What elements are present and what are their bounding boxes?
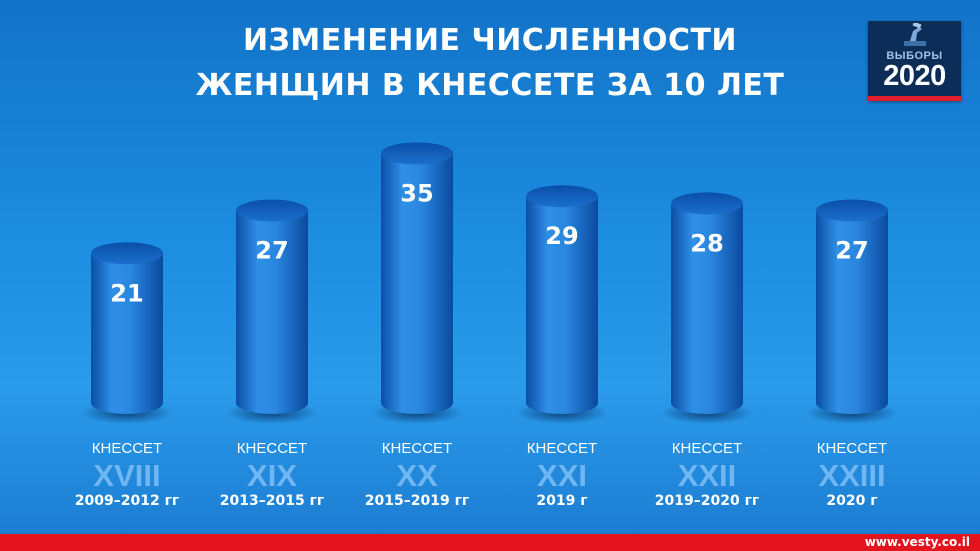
- knesset-number: XXI: [537, 458, 587, 493]
- knesset-years: 2009–2012 гг: [74, 493, 180, 509]
- bar-body: [526, 196, 598, 403]
- knesset-number: XX: [396, 458, 438, 493]
- data-label: 35: [400, 179, 433, 207]
- bar-bottom: [236, 392, 308, 414]
- footer-bar: www.vesty.co.il: [0, 534, 980, 551]
- bar-body: [816, 210, 888, 403]
- bar-XXI: 29: [516, 185, 608, 424]
- bars-group: 21 27 35 29 28 27: [81, 142, 898, 424]
- bar-XXIII: 27: [806, 199, 898, 424]
- bar-top: [381, 142, 453, 165]
- knesset-label: КНЕССЕТ: [91, 440, 163, 457]
- knesset-number: XVIII: [93, 458, 161, 493]
- logo-stripe: [868, 96, 961, 101]
- knesset-years: 2019 г: [536, 493, 588, 509]
- knesset-years: 2013–2015 гг: [219, 493, 325, 509]
- knesset-label: КНЕССЕТ: [381, 440, 453, 457]
- data-label: 29: [545, 222, 578, 250]
- bar-top: [91, 242, 163, 265]
- bar-top: [816, 199, 888, 222]
- data-label: 27: [835, 236, 868, 264]
- data-label: 21: [110, 279, 143, 307]
- knesset-label: КНЕССЕТ: [236, 440, 308, 457]
- knesset-label: КНЕССЕТ: [671, 440, 743, 457]
- bar-body: [381, 153, 453, 403]
- bar-bottom: [91, 392, 163, 414]
- bar-XVIII: 21: [81, 242, 173, 424]
- knesset-number: XXIII: [818, 458, 886, 493]
- data-label: 28: [690, 229, 723, 257]
- bar-top: [236, 199, 308, 222]
- elections-2020-logo: ВЫБОРЫ 2020: [868, 21, 961, 101]
- bar-bottom: [526, 392, 598, 414]
- bar-XX: 35: [371, 142, 463, 424]
- bar-body: [91, 253, 163, 403]
- bar-chart: 21 27 35 29 28 27: [81, 142, 898, 424]
- knesset-label: КНЕССЕТ: [526, 440, 598, 457]
- knesset-years: 2015–2019 гг: [364, 493, 470, 509]
- bar-body: [236, 210, 308, 403]
- bar-bottom: [816, 392, 888, 414]
- data-label: 27: [255, 236, 288, 264]
- chart-title: ИЗМЕНЕНИЕ ЧИСЛЕННОСТИ ЖЕНЩИН В КНЕССЕТЕ …: [0, 18, 980, 108]
- bar-XXII: 28: [661, 192, 753, 424]
- bar-body: [671, 203, 743, 403]
- knesset-label: КНЕССЕТ: [816, 440, 888, 457]
- title-line-1: ИЗМЕНЕНИЕ ЧИСЛЕННОСТИ: [242, 23, 738, 58]
- ballot-icon: [904, 23, 926, 46]
- bar-top: [526, 185, 598, 208]
- knesset-number: XIX: [247, 458, 297, 493]
- bar-bottom: [381, 392, 453, 414]
- knesset-number: XXII: [677, 458, 737, 493]
- bar-top: [671, 192, 743, 215]
- knesset-years: 2019–2020 гг: [654, 493, 760, 509]
- bar-XIX: 27: [226, 199, 318, 424]
- logo-line-1: ВЫБОРЫ: [886, 50, 943, 62]
- bar-bottom: [671, 392, 743, 414]
- knesset-years: 2020 г: [826, 493, 878, 509]
- site-url: www.vesty.co.il: [864, 535, 970, 549]
- logo-line-2: 2020: [883, 60, 946, 92]
- title-line-2: ЖЕНЩИН В КНЕССЕТЕ ЗА 10 ЛЕТ: [195, 68, 785, 103]
